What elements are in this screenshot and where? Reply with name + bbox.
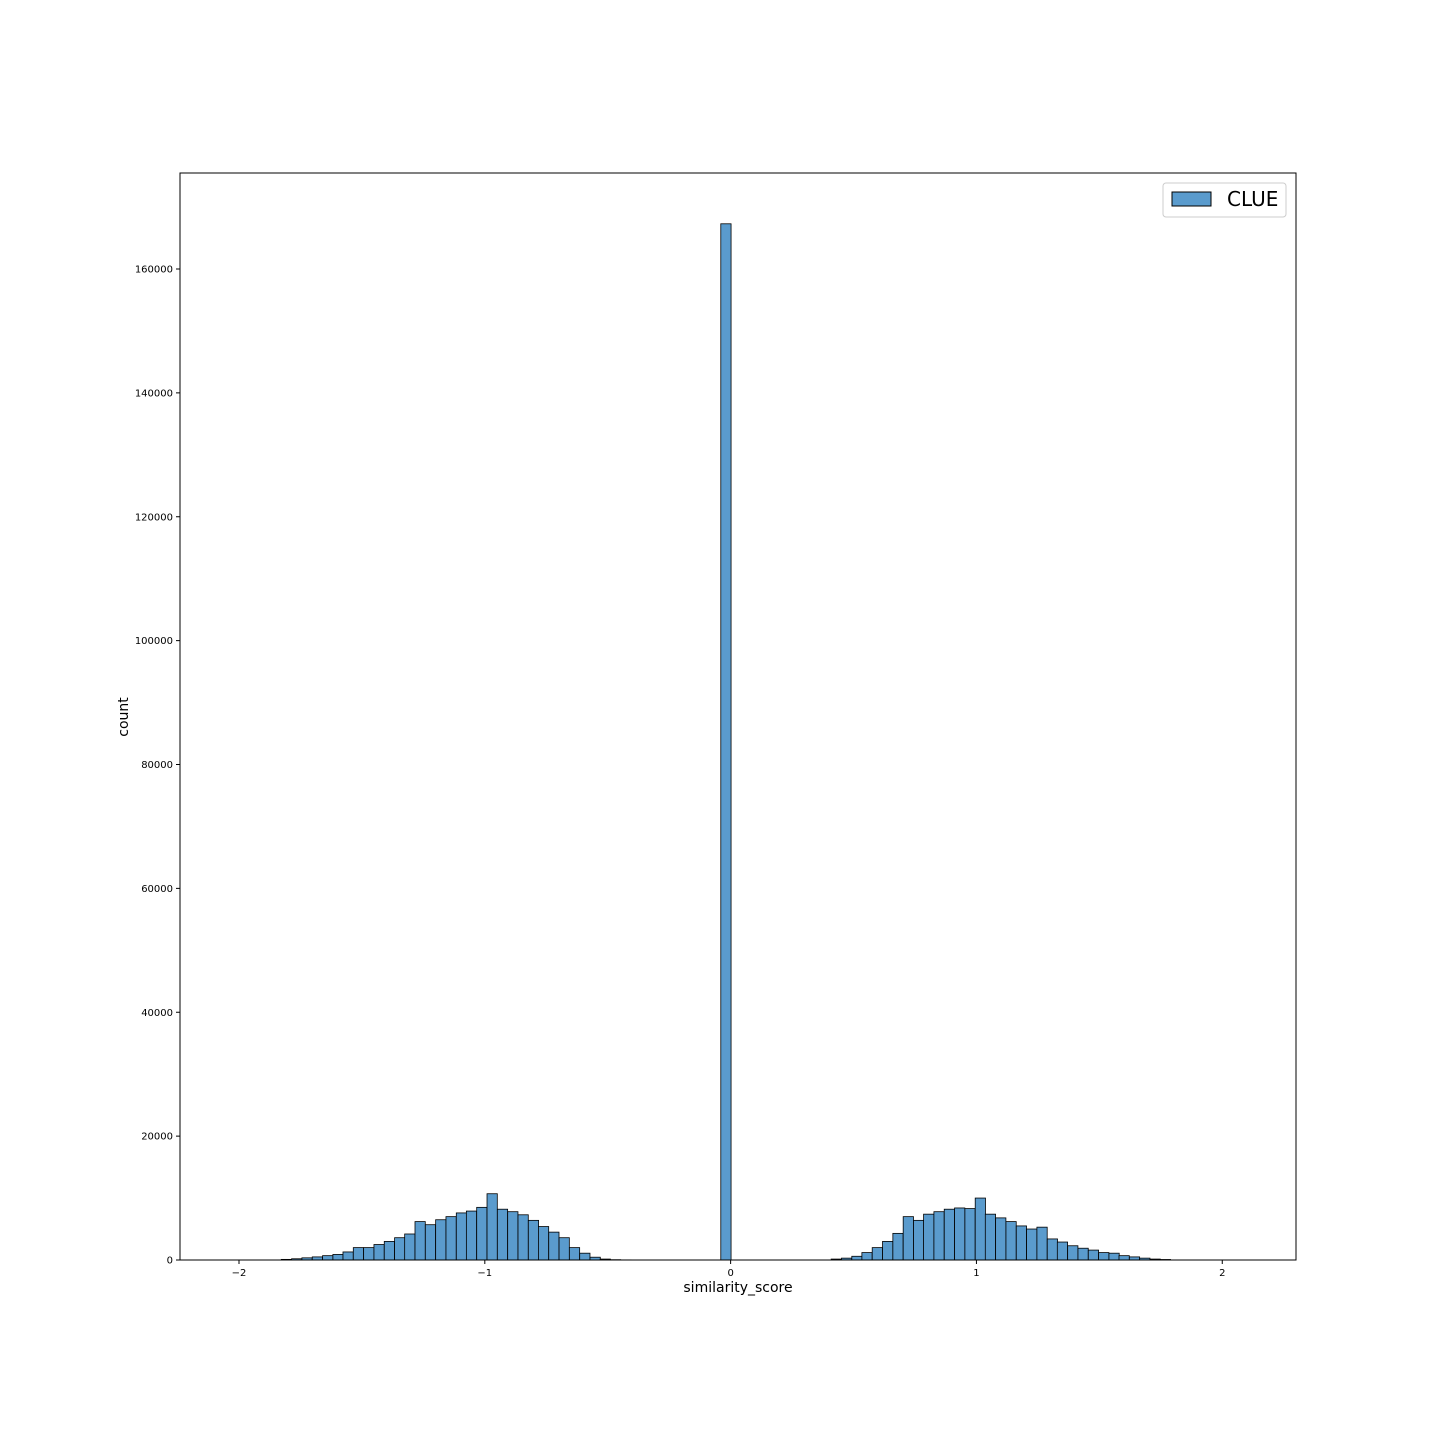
histogram-bar — [352, 1247, 364, 1261]
histogram-bar — [1015, 1225, 1027, 1261]
histogram-bar — [322, 1255, 334, 1261]
histogram-bar — [1077, 1247, 1089, 1261]
histogram-bar — [394, 1237, 406, 1261]
histogram-bar — [1118, 1255, 1130, 1261]
x-axis-ticks: −2 −1 0 1 2 — [232, 1260, 1225, 1279]
y-tick-label: 160000 — [135, 265, 173, 276]
y-tick-label: 40000 — [141, 1008, 173, 1019]
histogram-bar — [1056, 1241, 1068, 1261]
histogram-bar — [943, 1208, 955, 1261]
histogram-bar — [435, 1219, 447, 1261]
histogram-bar — [964, 1208, 976, 1261]
histogram-bar — [974, 1197, 986, 1261]
histogram-bar — [1087, 1249, 1099, 1261]
y-tick-label: 100000 — [135, 636, 173, 647]
histogram-bar — [1026, 1228, 1038, 1261]
histogram-bar — [404, 1233, 416, 1261]
y-axis-ticks: 0 20000 40000 60000 80000 100000 120000 140000 1… — [135, 265, 180, 1267]
histogram-bar — [455, 1212, 467, 1261]
x-tick-label: 1 — [973, 1268, 979, 1279]
histogram-bar — [720, 223, 732, 1261]
histogram-bar — [933, 1211, 945, 1261]
histogram-bar — [445, 1216, 457, 1261]
histogram-bar — [861, 1252, 873, 1261]
plot-frame — [179, 172, 1297, 1261]
legend-swatch — [1171, 191, 1212, 207]
y-tick-label: 120000 — [135, 512, 173, 523]
y-axis-label: count — [116, 697, 132, 737]
histogram-bar — [913, 1219, 925, 1261]
histogram-bar — [954, 1207, 966, 1261]
histogram-bar — [507, 1211, 519, 1261]
histogram-bar — [548, 1231, 560, 1261]
histogram-bar — [902, 1216, 914, 1261]
y-tick-label: 60000 — [141, 884, 173, 895]
histogram-bar — [486, 1193, 498, 1261]
histogram-bar — [882, 1241, 894, 1261]
histogram-bar — [871, 1247, 883, 1261]
histogram-bar — [342, 1251, 354, 1261]
legend: CLUE — [1162, 182, 1287, 218]
histogram-bar — [517, 1214, 529, 1261]
x-axis-label: similarity_score — [683, 1280, 792, 1296]
x-tick-label: −2 — [232, 1268, 247, 1279]
histogram-bar — [1108, 1252, 1120, 1261]
x-tick-label: 0 — [727, 1268, 733, 1279]
histogram-bar — [363, 1247, 375, 1261]
histogram-bar — [1036, 1226, 1048, 1261]
histogram-bar — [579, 1252, 591, 1261]
histogram-bar — [538, 1226, 550, 1261]
histogram-bar — [496, 1208, 509, 1261]
histogram-bar — [383, 1241, 395, 1261]
y-tick-label: 0 — [167, 1256, 173, 1267]
histogram-bar — [1098, 1252, 1110, 1261]
histogram-bar — [414, 1221, 426, 1261]
y-tick-label: 80000 — [141, 760, 173, 771]
histogram-bar — [558, 1237, 570, 1261]
x-tick-label: 2 — [1219, 1268, 1225, 1279]
histogram-bar — [465, 1210, 478, 1261]
histogram-bar — [984, 1213, 996, 1261]
legend-label: CLUE — [1227, 187, 1278, 211]
histogram-bar — [332, 1254, 344, 1261]
histogram-bar — [892, 1232, 904, 1261]
histogram-bar — [1005, 1221, 1017, 1261]
histogram-bar — [527, 1219, 540, 1261]
histogram-bar — [851, 1255, 863, 1261]
histogram-bar — [995, 1217, 1007, 1261]
histogram-bar — [568, 1247, 581, 1261]
histogram-bar — [923, 1213, 935, 1261]
y-tick-label: 140000 — [135, 388, 173, 399]
histogram-bar — [1067, 1245, 1079, 1261]
y-tick-label: 20000 — [141, 1132, 173, 1143]
histogram-bar — [373, 1244, 385, 1261]
histogram-bar — [476, 1206, 488, 1261]
histogram-bar — [424, 1224, 437, 1261]
histogram-bar — [1046, 1238, 1058, 1261]
x-tick-label: −1 — [477, 1268, 492, 1279]
